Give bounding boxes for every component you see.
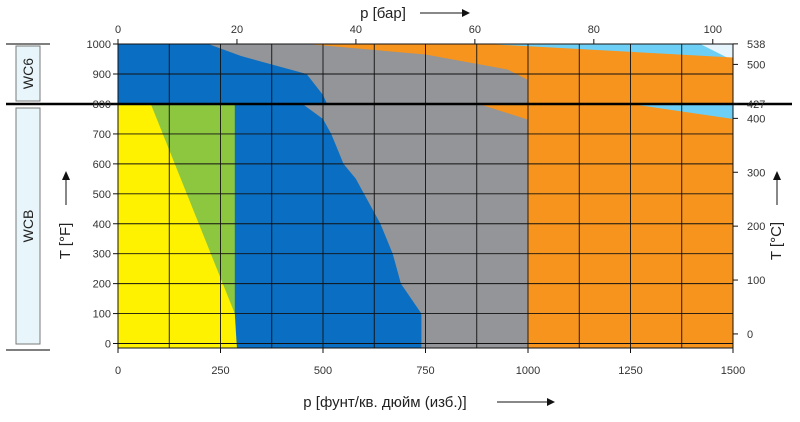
- x-secondary-tick-label: 40: [350, 24, 362, 36]
- y-secondary-tick-label: 200: [747, 221, 765, 233]
- x-axis-title: p [фунт/кв. дюйм (изб.)]: [303, 394, 466, 411]
- y-secondary-tick-label: 427: [747, 99, 765, 111]
- y-secondary-arrow-head: [773, 171, 781, 180]
- y-axis-title: T [°F]: [57, 223, 74, 260]
- y-secondary-axis-title: T [°C]: [768, 222, 785, 260]
- y-secondary-tick-label: 538: [747, 39, 765, 51]
- y-tick-label: 400: [93, 219, 111, 231]
- x-secondary-tick-label: 80: [588, 24, 600, 36]
- x-secondary-tick-label: 0: [115, 24, 121, 36]
- x-tick-label: 250: [211, 365, 229, 377]
- x-tick-label: 750: [416, 365, 434, 377]
- y-tick-label: 200: [93, 279, 111, 291]
- y-axis-arrow-head: [62, 171, 70, 180]
- y-tick-label: 600: [93, 159, 111, 171]
- wc6-orange-corner: [683, 85, 733, 104]
- y-secondary-tick-label: 100: [747, 275, 765, 287]
- x-tick-label: 0: [115, 365, 121, 377]
- material-box-wc6: [15, 45, 41, 102]
- material-box-wcb: [15, 107, 41, 345]
- x-secondary-arrow-head: [462, 9, 470, 17]
- x-tick-label: 1500: [721, 365, 745, 377]
- wcb-yellow-area: [118, 104, 237, 348]
- y-tick-label: 1000: [87, 39, 111, 51]
- x-tick-label: 1250: [618, 365, 642, 377]
- y-tick-label: 900: [93, 69, 111, 81]
- y-secondary-tick-label: 400: [747, 113, 765, 125]
- wc6-orange-wedge: [478, 104, 528, 120]
- material-label-wcb: WCB: [20, 210, 36, 243]
- y-secondary-tick-label: 0: [747, 329, 753, 341]
- x-tick-label: 500: [314, 365, 332, 377]
- material-sidebar: WC6 WCB: [6, 43, 50, 351]
- y-tick-label: 700: [93, 129, 111, 141]
- x-tick-label: 1000: [516, 365, 540, 377]
- y-tick-label: 100: [93, 309, 111, 321]
- x-secondary-tick-label: 100: [704, 24, 722, 36]
- x-axis-arrow-head: [547, 398, 555, 406]
- axis-titles: p [фунт/кв. дюйм (изб.)] p [бар] T [°F] T […: [57, 5, 785, 411]
- y-secondary-tick-label: 500: [747, 59, 765, 71]
- y-secondary-tick-label: 300: [747, 167, 765, 179]
- y-tick-label: 0: [105, 339, 111, 351]
- x-secondary-axis-title: p [бар]: [360, 5, 406, 22]
- y-tick-label: 500: [93, 189, 111, 201]
- x-secondary-tick-label: 60: [469, 24, 481, 36]
- x-secondary-tick-label: 20: [231, 24, 243, 36]
- y-tick-label: 300: [93, 249, 111, 261]
- y-tick-label: 800: [93, 99, 111, 111]
- material-label-wc6: WC6: [20, 58, 36, 89]
- wc6-pale-blue-area: [700, 44, 733, 61]
